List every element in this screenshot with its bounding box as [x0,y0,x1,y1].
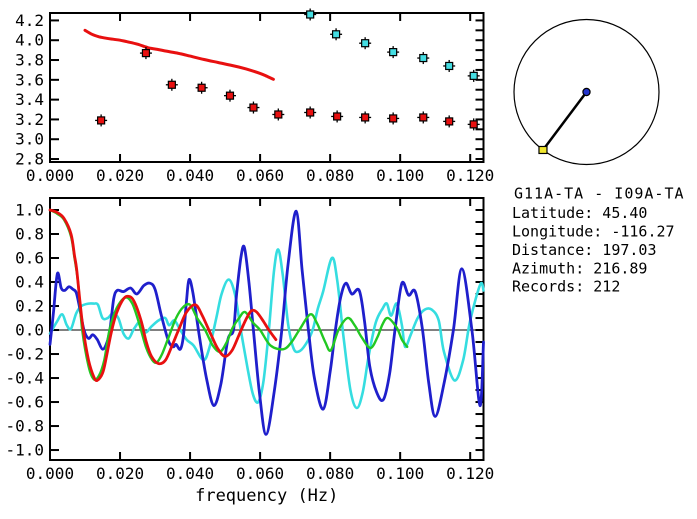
y-tick-label: 0.4 [15,273,44,292]
velocity-dispersion-chart: 0.000 0.020 0.040 0.060 0.080 0.100 0.1202.83.… [15,8,494,185]
marker-measured-velocity-red-squares [195,81,208,94]
station-map-circle [513,18,660,166]
marker-measured-velocity-cyan-squares [304,8,317,21]
azimuth-line: Azimuth: 216.89 [512,260,647,278]
azimuth-line [541,91,588,151]
plot-border [49,12,485,163]
x-tick-label: 0.000 [26,464,74,483]
marker-measured-velocity-red-squares [359,111,372,124]
marker-measured-velocity-cyan-squares [417,52,430,65]
y-tick-label: 3.0 [15,130,44,149]
waveform-frequency-chart: 0.000 0.020 0.040 0.060 0.080 0.100 0.120 -1.0 -… [5,197,494,506]
marker-measured-velocity-red-squares [95,114,108,127]
marker-measured-velocity-red-squares [223,89,236,102]
marker-measured-velocity-cyan-squares [387,46,400,59]
x-tick-label: 0.060 [236,166,284,185]
y-tick-label: 2.8 [15,150,44,169]
y-tick-label: 3.8 [15,51,44,70]
x-tick-label: 0.100 [376,166,424,185]
x-axis-label: frequency (Hz) [195,486,338,506]
series-waveform-green [48,208,409,381]
y-tick-label: 4.0 [15,31,44,50]
marker-measured-velocity-red-squares [139,47,152,60]
series-waveform-blue [48,209,485,436]
series-waveform-red [48,208,278,382]
marker-measured-velocity-red-squares [467,118,480,131]
x-tick-label: 0.120 [446,166,494,185]
y-tick-label: 1.0 [15,201,44,220]
marker-measured-velocity-cyan-squares [467,69,480,82]
y-tick-label: 0.2 [15,297,44,316]
marker-measured-velocity-red-squares [304,106,317,119]
y-tick-label: 4.2 [15,11,44,30]
marker-measured-velocity-red-squares [443,115,456,128]
x-tick-label: 0.100 [376,464,424,483]
y-tick-label: 3.2 [15,110,44,129]
y-tick-label: 3.4 [15,90,44,109]
marker-measured-velocity-cyan-squares [330,28,343,41]
x-tick-label: 0.020 [96,464,144,483]
plot-border [49,197,485,461]
x-tick-label: 0.020 [96,166,144,185]
x-tick-label: 0.060 [236,464,284,483]
marker-measured-velocity-red-squares [387,112,400,125]
center-station-dot [582,87,591,97]
series-model-dispersion-curve [83,28,275,81]
y-tick-label: 0.0 [15,321,44,340]
marker-measured-velocity-red-squares [417,111,430,124]
marker-measured-velocity-cyan-squares [443,59,456,72]
station-info-panel: G11A-TA - I09A-TA Latitude: 45.40 Longit… [512,185,685,296]
y-tick-label: -0.4 [5,369,44,388]
y-tick-label: -1.0 [5,441,44,460]
marker-measured-velocity-red-squares [247,101,260,114]
x-tick-label: 0.040 [166,166,214,185]
y-tick-label: -0.8 [5,417,44,436]
marker-measured-velocity-red-squares [165,78,178,91]
x-tick-label: 0.080 [306,166,354,185]
longitude-line: Longitude: -116.27 [512,223,675,241]
x-tick-label: 0.000 [26,166,74,185]
y-tick-label: 0.8 [15,225,44,244]
y-tick-label: -0.6 [5,393,44,412]
x-tick-label: 0.080 [306,464,354,483]
station-pair-label: G11A-TA - I09A-TA [514,185,685,203]
y-tick-label: -0.2 [5,345,44,364]
records-line: Records: 212 [512,278,620,296]
latitude-line: Latitude: 45.40 [512,204,647,222]
remote-station-marker [538,145,548,155]
marker-measured-velocity-red-squares [331,110,344,123]
x-tick-label: 0.040 [166,464,214,483]
azimuth-diagram [513,18,660,166]
x-tick-label: 0.120 [446,464,494,483]
y-tick-label: 0.6 [15,249,44,268]
marker-measured-velocity-cyan-squares [359,37,372,50]
y-tick-label: 3.6 [15,70,44,89]
marker-measured-velocity-red-squares [272,108,285,121]
distance-line: Distance: 197.03 [512,241,657,259]
